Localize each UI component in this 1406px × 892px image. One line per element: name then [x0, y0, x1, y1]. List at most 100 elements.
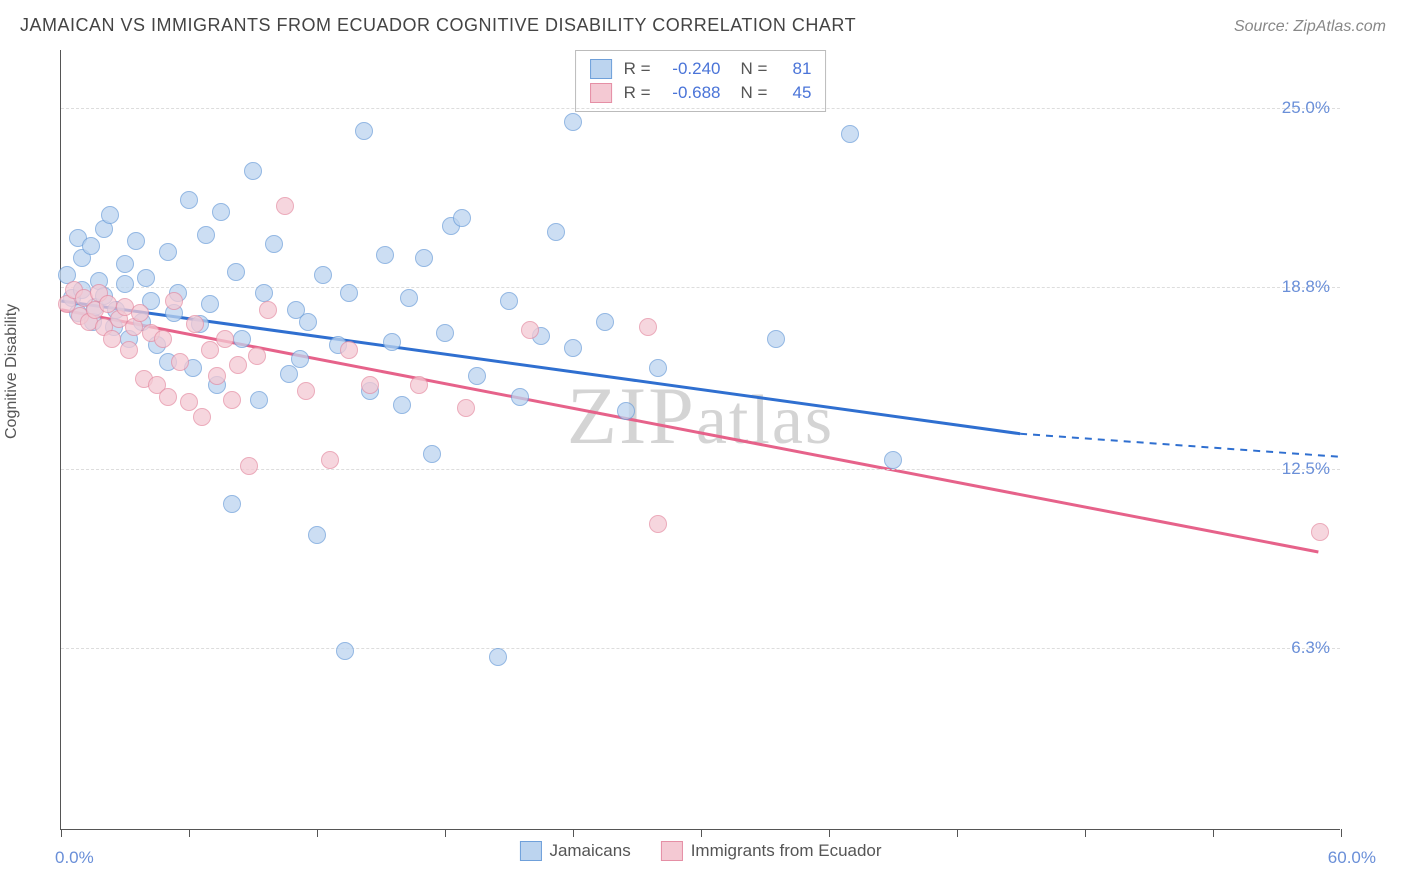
x-tick	[445, 829, 446, 837]
scatter-point	[564, 339, 582, 357]
scatter-point	[489, 648, 507, 666]
scatter-point	[376, 246, 394, 264]
scatter-point	[223, 495, 241, 513]
series-legend-item: Jamaicans	[519, 841, 630, 861]
watermark: ZIPatlas	[567, 369, 834, 463]
correlation-legend-row: R = -0.688 N = 45	[590, 81, 812, 105]
y-tick-label: 6.3%	[1291, 638, 1330, 658]
x-tick	[189, 829, 190, 837]
scatter-point	[564, 113, 582, 131]
scatter-point	[255, 284, 273, 302]
scatter-point	[321, 451, 339, 469]
scatter-point	[596, 313, 614, 331]
legend-n-label: N =	[741, 83, 768, 103]
scatter-point	[223, 391, 241, 409]
scatter-point	[259, 301, 277, 319]
scatter-point	[1311, 523, 1329, 541]
scatter-point	[265, 235, 283, 253]
legend-r-value: -0.688	[659, 83, 721, 103]
scatter-point	[171, 353, 189, 371]
series-legend-label: Immigrants from Ecuador	[691, 841, 882, 861]
legend-r-label: R =	[624, 59, 651, 79]
correlation-legend: R = -0.240 N = 81 R = -0.688 N = 45	[575, 50, 827, 112]
scatter-point	[767, 330, 785, 348]
chart-title: JAMAICAN VS IMMIGRANTS FROM ECUADOR COGN…	[20, 15, 856, 36]
scatter-point	[383, 333, 401, 351]
scatter-point	[500, 292, 518, 310]
x-tick	[701, 829, 702, 837]
scatter-point	[468, 367, 486, 385]
scatter-point	[410, 376, 428, 394]
scatter-point	[884, 451, 902, 469]
scatter-point	[127, 232, 145, 250]
x-tick	[829, 829, 830, 837]
x-tick	[1341, 829, 1342, 837]
x-axis-min: 0.0%	[55, 848, 94, 868]
correlation-legend-row: R = -0.240 N = 81	[590, 57, 812, 81]
scatter-point	[841, 125, 859, 143]
scatter-point	[250, 391, 268, 409]
scatter-point	[276, 197, 294, 215]
scatter-point	[233, 330, 251, 348]
scatter-point	[154, 330, 172, 348]
legend-r-value: -0.240	[659, 59, 721, 79]
scatter-point	[103, 330, 121, 348]
y-axis-label: Cognitive Disability	[3, 304, 21, 439]
legend-n-value: 81	[775, 59, 811, 79]
x-tick	[61, 829, 62, 837]
chart-header: JAMAICAN VS IMMIGRANTS FROM ECUADOR COGN…	[20, 15, 1386, 36]
scatter-point	[201, 295, 219, 313]
scatter-point	[180, 393, 198, 411]
scatter-point	[180, 191, 198, 209]
x-tick	[573, 829, 574, 837]
scatter-point	[197, 226, 215, 244]
scatter-point	[229, 356, 247, 374]
scatter-point	[120, 341, 138, 359]
scatter-point	[340, 284, 358, 302]
scatter-point	[400, 289, 418, 307]
series-legend-label: Jamaicans	[549, 841, 630, 861]
scatter-point	[649, 359, 667, 377]
legend-swatch	[590, 59, 612, 79]
plot-area: ZIPatlas R =-0.240N =81R =-0.688N =45 Ja…	[60, 50, 1340, 830]
gridline	[61, 108, 1340, 109]
scatter-point	[240, 457, 258, 475]
scatter-point	[116, 255, 134, 273]
scatter-point	[521, 321, 539, 339]
scatter-point	[314, 266, 332, 284]
chart-source: Source: ZipAtlas.com	[1234, 18, 1386, 36]
scatter-point	[436, 324, 454, 342]
scatter-point	[208, 367, 226, 385]
x-tick	[957, 829, 958, 837]
legend-n-label: N =	[741, 59, 768, 79]
legend-r-label: R =	[624, 83, 651, 103]
scatter-point	[159, 243, 177, 261]
gridline	[61, 287, 1340, 288]
scatter-point	[547, 223, 565, 241]
x-axis-max: 60.0%	[1328, 848, 1376, 868]
scatter-point	[137, 269, 155, 287]
scatter-point	[617, 402, 635, 420]
scatter-point	[165, 292, 183, 310]
scatter-point	[308, 526, 326, 544]
scatter-point	[212, 203, 230, 221]
scatter-point	[639, 318, 657, 336]
scatter-point	[340, 341, 358, 359]
scatter-point	[355, 122, 373, 140]
scatter-point	[453, 209, 471, 227]
scatter-point	[186, 315, 204, 333]
x-tick	[1213, 829, 1214, 837]
y-tick-label: 12.5%	[1282, 459, 1330, 479]
scatter-point	[159, 388, 177, 406]
y-tick-label: 18.8%	[1282, 277, 1330, 297]
legend-swatch	[519, 841, 541, 861]
scatter-point	[336, 642, 354, 660]
legend-swatch	[661, 841, 683, 861]
scatter-point	[649, 515, 667, 533]
gridline	[61, 648, 1340, 649]
x-tick	[317, 829, 318, 837]
scatter-point	[101, 206, 119, 224]
legend-n-value: 45	[775, 83, 811, 103]
scatter-point	[511, 388, 529, 406]
scatter-point	[361, 376, 379, 394]
